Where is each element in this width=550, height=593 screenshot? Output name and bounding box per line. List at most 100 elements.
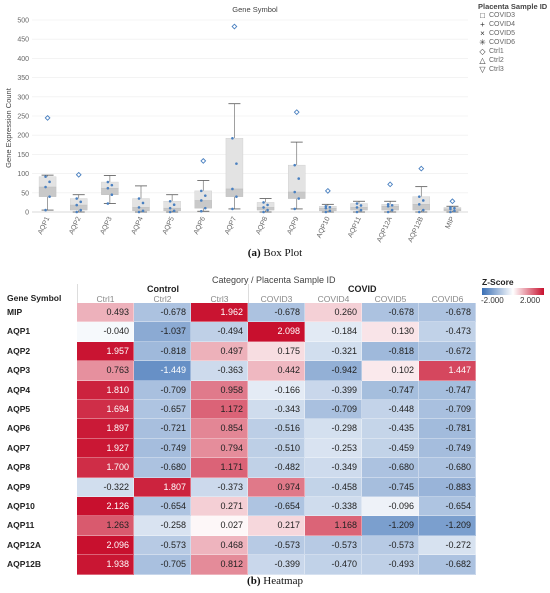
data-point xyxy=(199,189,203,193)
legend-symbol-icon: ✳ xyxy=(479,38,486,47)
box-caption-text: Box Plot xyxy=(263,247,303,259)
data-point xyxy=(231,136,234,140)
heatmap-cell: -0.494 xyxy=(191,322,248,342)
heatmap-cell: 1.810 xyxy=(77,380,134,400)
data-point xyxy=(355,206,359,209)
legend-label: Ctrl2 xyxy=(489,57,504,64)
heatmap-cell: 1.957 xyxy=(77,341,134,362)
box-upper xyxy=(225,138,244,190)
heatmap-cell: 1.168 xyxy=(305,516,362,536)
data-point xyxy=(421,208,425,212)
box-upper xyxy=(163,201,181,209)
heatmap-cell: 2.126 xyxy=(77,497,134,517)
column-header: Ctrl1 xyxy=(96,294,115,304)
data-point xyxy=(172,203,176,207)
x-tick-label: AQP3 xyxy=(99,216,113,236)
outlier-point xyxy=(44,114,51,121)
heatmap-cell: 1.447 xyxy=(419,361,476,381)
outlier-point xyxy=(293,109,300,116)
heatmap-cell: -0.272 xyxy=(419,535,476,556)
data-point xyxy=(266,208,269,212)
box-lower xyxy=(412,204,430,211)
data-point xyxy=(297,197,301,200)
legend-item: ✳ COVID6 xyxy=(478,38,550,47)
row-label: AQP12B xyxy=(7,559,42,570)
y-tick-label: 400 xyxy=(17,56,29,63)
row-label: AQP2 xyxy=(7,345,31,356)
x-tick-label: AQP7 xyxy=(224,216,238,236)
heatmap-cell: 1.807 xyxy=(134,477,191,497)
y-tick-label: 350 xyxy=(17,75,29,82)
heatmap-cell: 1.263 xyxy=(77,516,134,536)
data-point xyxy=(106,202,110,205)
heatmap-cell: -1.449 xyxy=(134,361,191,381)
legend-symbol-icon: ▽ xyxy=(479,65,486,74)
data-point xyxy=(75,210,79,214)
row-label: AQP5 xyxy=(7,404,31,414)
heatmap-cell: -0.482 xyxy=(248,458,305,478)
heatmap-cell: -0.473 xyxy=(419,322,476,342)
data-point xyxy=(110,193,114,197)
header-divider xyxy=(77,284,78,303)
box-lower xyxy=(194,200,212,209)
box-plot-title: Gene Symbol xyxy=(232,5,278,14)
heatmap-cell: -0.343 xyxy=(248,400,305,420)
heatmap-cell: -0.573 xyxy=(248,535,305,556)
box-lower xyxy=(38,186,57,197)
data-point xyxy=(110,183,114,187)
data-point xyxy=(137,197,141,200)
boxes xyxy=(38,23,462,214)
row-label: AQP9 xyxy=(7,481,31,492)
heatmap-cell: 0.217 xyxy=(248,516,305,536)
heatmap-cell: -0.680 xyxy=(362,458,419,478)
data-point xyxy=(203,194,207,197)
data-point xyxy=(172,209,176,213)
heatmap-cell: -0.573 xyxy=(362,535,419,556)
data-point xyxy=(328,205,332,209)
box-aqp10 xyxy=(319,203,337,214)
legend-symbol-icon: × xyxy=(480,29,485,38)
heatmap-cell: -0.459 xyxy=(362,438,419,459)
legend-symbol-icon: △ xyxy=(479,56,486,65)
heatmap-cell: 0.260 xyxy=(305,303,362,323)
x-tick-label: AQP10 xyxy=(316,216,332,240)
y-tick-label: 100 xyxy=(17,171,29,178)
box-upper xyxy=(381,204,399,207)
row-label: MIP xyxy=(7,307,23,317)
heatmap-cell: -0.680 xyxy=(134,458,191,478)
y-tick-label: 450 xyxy=(17,37,29,44)
box-aqp9 xyxy=(288,141,306,211)
grid xyxy=(32,19,468,213)
x-tick-label: AQP2 xyxy=(68,216,82,236)
row-label: AQP4 xyxy=(7,384,31,395)
x-tick-label: AQP8 xyxy=(255,216,269,236)
data-point xyxy=(106,186,110,190)
heatmap-cell: 0.794 xyxy=(191,438,248,459)
heatmap-cell: 0.102 xyxy=(362,361,419,381)
box-lower xyxy=(443,208,462,212)
heatmap-cell: -0.721 xyxy=(134,419,191,439)
heatmap-cell: -1.037 xyxy=(134,322,191,342)
y-tick-label: 150 xyxy=(17,152,29,159)
heatmap-cell: -0.166 xyxy=(248,380,305,400)
legend-label: COVID3 xyxy=(489,12,516,19)
data-point xyxy=(79,200,83,204)
data-point xyxy=(293,163,297,167)
heatmap-cell: 1.962 xyxy=(191,303,248,323)
legend-symbol-icon: ◇ xyxy=(479,47,486,56)
box-upper xyxy=(132,198,150,208)
heatmap-cell: -0.672 xyxy=(419,341,476,362)
y-tick-label: 50 xyxy=(21,190,29,197)
column-header: COVID4 xyxy=(317,294,350,304)
data-point xyxy=(293,207,297,211)
box-lower xyxy=(350,207,368,211)
box-lower xyxy=(132,207,150,212)
heatmap-caption: (b) Heatmap xyxy=(0,575,550,587)
heatmap-cell: 0.442 xyxy=(248,361,305,381)
heatmap-cell: -0.373 xyxy=(191,477,248,497)
data-point xyxy=(262,206,265,209)
heatmap: Category / Placenta Sample ID Control COVI… xyxy=(0,272,550,575)
legend-label: COVID5 xyxy=(489,30,516,37)
data-point xyxy=(48,195,51,198)
box-plot: Gene Symbol Gene Expression Count 0 50 100… xyxy=(4,5,468,244)
